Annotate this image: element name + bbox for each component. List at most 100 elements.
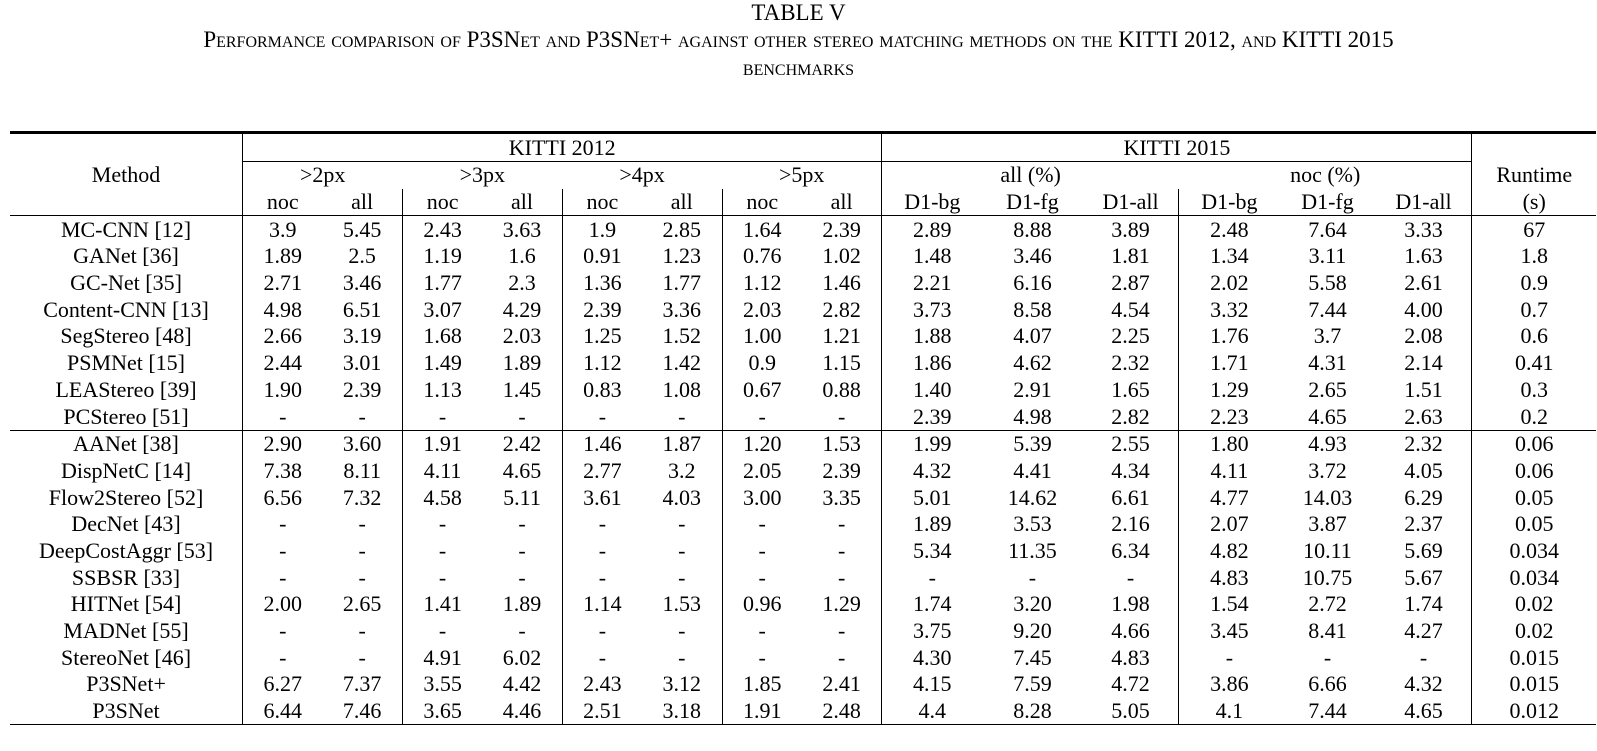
value-cell: 4.65 — [1308, 403, 1347, 429]
table-row: P3SNet 6.44 7.46 3.65 4.46 2.51 3.18 1.91 2.48 4.… — [10, 697, 1596, 726]
value-cell: 1.91 — [721, 697, 802, 726]
value-cell: 3.61 — [561, 484, 643, 511]
table-row: DecNet [43] - - - - - - - - 1.89 3.53 2.16 2.07 3.87 2… — [10, 510, 1596, 538]
method-cell: P3SNet — [10, 697, 243, 726]
noc-header: noc — [561, 188, 643, 216]
value-cell: 2.07 — [1178, 510, 1280, 538]
value-cell: 1.89 — [502, 591, 542, 617]
value-cell: 1.64 — [721, 215, 802, 244]
value-cell: - — [561, 564, 643, 591]
method-cell: PSMNet [15] — [67, 350, 185, 376]
value-cell: - — [837, 564, 846, 590]
value-cell: 3.9 — [242, 215, 323, 244]
value-cell: - — [401, 537, 483, 565]
value-cell: 0.83 — [561, 376, 643, 404]
value-cell: 4.32 — [881, 457, 983, 485]
value-cell: 1.8 — [1471, 243, 1596, 270]
method-cell: SegStereo [48] — [60, 323, 192, 349]
value-cell: 0.96 — [721, 591, 802, 618]
table-row: Flow2Stereo [52] 6.56 7.32 4.58 5.11 3.61 4.03… — [10, 484, 1596, 511]
value-cell: 1.23 — [662, 243, 702, 269]
value-cell: - — [242, 510, 323, 538]
kitti2015-header: KITTI 2015 — [881, 131, 1472, 162]
value-cell: 2.63 — [1404, 403, 1443, 429]
value-cell: 4.27 — [1404, 618, 1443, 644]
table-row: PCStereo [51] - - - - - - - - 2.39 4.98 2.82 2.23 4.6… — [10, 403, 1596, 431]
value-cell: - — [678, 537, 686, 563]
value-cell: 1.34 — [1178, 243, 1280, 270]
d1bg-header: D1-bg — [1178, 188, 1280, 216]
value-cell: - — [837, 618, 846, 644]
value-cell: - — [358, 511, 366, 537]
value-cell: 1.98 — [1111, 591, 1150, 617]
value-cell: 2.44 — [242, 349, 323, 377]
value-cell: 2.85 — [642, 215, 722, 244]
value-cell: 4.34 — [1111, 457, 1150, 483]
value-cell: - — [721, 537, 802, 565]
value-cell: - — [561, 403, 643, 431]
table-row: SSBSR [33] - - - - - - - - - - - 4.83 10.75 5.67 0.034 — [10, 564, 1596, 591]
value-cell: 3.53 — [1013, 511, 1052, 537]
runtime-header-blank — [1471, 131, 1596, 162]
table-body: MC-CNN [12] 3.9 5.45 2.43 3.63 1.9 2.85 1.64 2.3… — [10, 215, 1596, 726]
value-cell: - — [358, 644, 366, 670]
value-cell: 0.015 — [1471, 644, 1596, 672]
value-cell: 1.65 — [1111, 376, 1150, 402]
value-cell: 2.16 — [1111, 511, 1150, 537]
method-cell: MC-CNN [12] — [10, 215, 243, 244]
value-cell: 4.03 — [662, 484, 702, 510]
value-cell: 0.034 — [1471, 537, 1596, 565]
value-cell: 0.06 — [1471, 457, 1596, 485]
value-cell: 1.42 — [662, 350, 702, 376]
table-caption-continued: benchmarks — [742, 55, 855, 80]
px3-header: >3px — [402, 162, 562, 189]
value-cell: 1.20 — [721, 429, 802, 458]
value-cell: 4.41 — [1013, 457, 1052, 483]
value-cell: 2.23 — [1178, 403, 1280, 431]
value-cell: 6.34 — [1111, 537, 1150, 563]
value-cell: 2.39 — [342, 376, 382, 402]
value-cell: - — [242, 564, 323, 591]
value-cell: 4.11 — [1178, 457, 1280, 485]
table-row: AANet [38] 2.90 3.60 1.91 2.42 1.46 1.87 1.20 1.… — [10, 429, 1596, 458]
value-cell: - — [518, 511, 526, 537]
value-cell: 2.87 — [1111, 270, 1150, 296]
value-cell: - — [1028, 564, 1037, 590]
all-header: all — [670, 189, 693, 215]
value-cell: - — [1126, 564, 1135, 590]
d1all-header: D1-all — [1102, 189, 1159, 215]
value-cell: 3.11 — [1308, 243, 1347, 269]
value-cell: 2.25 — [1111, 323, 1150, 349]
value-cell: 1.86 — [881, 349, 983, 377]
value-cell: 1.25 — [561, 323, 643, 350]
value-cell: 1.46 — [822, 270, 861, 296]
value-cell: - — [678, 618, 686, 644]
value-cell: 2.39 — [561, 296, 643, 324]
table-row: SegStereo [48] 2.66 3.19 1.68 2.03 1.25 1.52 1.… — [10, 323, 1596, 350]
value-cell: 1.54 — [1178, 591, 1280, 618]
value-cell: 1.81 — [1111, 243, 1150, 269]
value-cell: - — [358, 618, 366, 644]
value-cell: 4.05 — [1404, 457, 1443, 483]
value-cell: - — [358, 564, 366, 590]
value-cell: 0.02 — [1471, 617, 1596, 645]
value-cell: 2.90 — [242, 429, 323, 458]
method-cell: StereoNet [46] — [60, 644, 192, 670]
value-cell: 10.11 — [1303, 537, 1352, 563]
value-cell: - — [678, 403, 686, 429]
all-header: all — [830, 189, 853, 215]
value-cell: 4.93 — [1279, 429, 1376, 458]
value-cell: 4.65 — [502, 457, 542, 483]
value-cell: - — [721, 510, 802, 538]
value-cell: 3.2 — [668, 457, 696, 483]
noc-header: noc — [242, 188, 323, 216]
value-cell: - — [721, 403, 802, 431]
px4-header: >4px — [562, 162, 722, 189]
value-cell: 4.42 — [502, 671, 542, 697]
value-cell: 1.71 — [1178, 349, 1280, 377]
value-cell: 8.11 — [343, 457, 382, 483]
value-cell: 4.11 — [401, 457, 483, 485]
value-cell: 4.66 — [1111, 618, 1150, 644]
method-cell: DispNetC [14] — [60, 457, 192, 483]
px4-label: >4px — [619, 162, 665, 188]
